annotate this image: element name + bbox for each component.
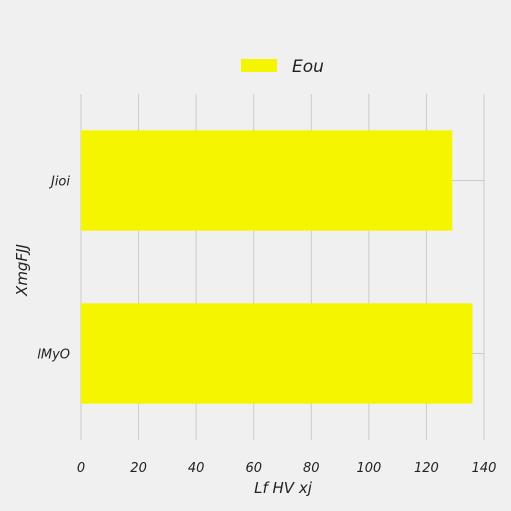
x-tick-label: 40 bbox=[188, 461, 205, 476]
y-tick-labels: Jioi lMyO bbox=[37, 175, 70, 363]
x-tick-label: 120 bbox=[414, 461, 439, 476]
y-tick-label: lMyO bbox=[37, 348, 70, 363]
y-axis-label: XmgFJJ bbox=[13, 244, 31, 297]
x-tick-label: 0 bbox=[77, 461, 85, 476]
legend: Eou bbox=[241, 57, 324, 77]
legend-label: Eou bbox=[292, 57, 324, 77]
legend-swatch bbox=[241, 59, 277, 72]
x-tick-label: 100 bbox=[356, 461, 381, 476]
bars bbox=[81, 130, 473, 404]
x-axis-label: Lf HV xj bbox=[254, 479, 313, 497]
bar-lmyo bbox=[81, 303, 473, 404]
y-tick-label: Jioi bbox=[48, 175, 70, 190]
x-tick-label: 60 bbox=[245, 461, 262, 476]
bar-jioi bbox=[81, 130, 453, 231]
x-tick-label: 140 bbox=[472, 461, 497, 476]
x-tick-label: 20 bbox=[130, 461, 147, 476]
x-tick-labels: 0 20 40 60 80 100 120 140 bbox=[77, 461, 497, 476]
x-tick-label: 80 bbox=[303, 461, 320, 476]
